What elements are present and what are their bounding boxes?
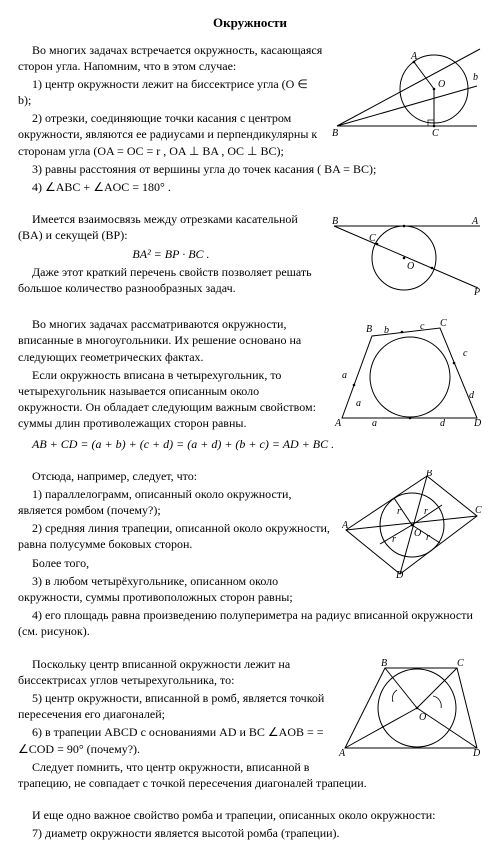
svg-text:O: O — [419, 712, 426, 723]
svg-text:d: d — [469, 390, 475, 401]
section-5: A B C D O Поскольку центр вписанной окру… — [18, 656, 482, 794]
svg-text:C: C — [457, 658, 464, 669]
svg-text:A: A — [471, 216, 479, 227]
section-6: И еще одно важное свойство ромба и трапе… — [18, 807, 482, 843]
text-4: 4) ∠ABC + ∠AOC = 180° . — [18, 179, 482, 195]
svg-text:C: C — [432, 128, 439, 139]
svg-text:a: a — [356, 398, 361, 409]
svg-text:P: P — [473, 287, 480, 298]
svg-text:O: O — [414, 528, 421, 539]
page-title: Окружности — [18, 14, 482, 32]
svg-text:B: B — [426, 470, 432, 479]
svg-text:c: c — [463, 348, 468, 359]
svg-text:C: C — [369, 233, 376, 244]
svg-text:B: B — [332, 216, 338, 227]
svg-text:A: A — [334, 418, 342, 428]
svg-text:D: D — [472, 748, 481, 758]
text-s6b: 7) диаметр окружности является высотой р… — [18, 825, 482, 841]
figure-1: A B C O b — [332, 44, 482, 139]
svg-text:r: r — [392, 534, 396, 545]
figure-3: A B C D a b c c d a d a — [332, 318, 482, 428]
text-3: 3) равны расстояния от вершины угла до т… — [18, 161, 482, 177]
svg-text:a: a — [342, 370, 347, 381]
section-3: A B C D a b c c d a d a Во многих задача… — [18, 316, 482, 454]
svg-text:B: B — [381, 658, 387, 669]
svg-text:D: D — [395, 570, 404, 580]
svg-text:r: r — [426, 532, 430, 543]
svg-text:C: C — [475, 505, 482, 516]
section-1: A B C O b Во многих задачах встречается … — [18, 42, 482, 198]
svg-text:A: A — [410, 51, 418, 62]
section-2: B A C O P Имеется взаимосвязь между отре… — [18, 211, 482, 302]
svg-text:O: O — [407, 261, 414, 272]
figure-2: B A C O P — [332, 213, 482, 298]
svg-text:a: a — [372, 418, 377, 428]
svg-text:b: b — [473, 72, 478, 83]
svg-text:B: B — [332, 128, 338, 139]
formula-2: AB + CD = (a + b) + (c + d) = (a + d) + … — [18, 436, 482, 452]
svg-text:A: A — [342, 520, 349, 531]
svg-text:B: B — [366, 324, 372, 335]
text-s4f: 4) его площадь равна произведению полупе… — [18, 607, 482, 639]
svg-text:r: r — [424, 506, 428, 517]
text-s5d: Следует помнить, что центр окружности, в… — [18, 759, 482, 791]
svg-text:O: O — [438, 79, 445, 90]
figure-4: A B C D O r r r r — [342, 470, 482, 580]
svg-text:C: C — [440, 318, 447, 329]
svg-text:A: A — [338, 748, 346, 758]
text-s6a: И еще одно важное свойство ромба и трапе… — [18, 807, 482, 823]
svg-text:r: r — [397, 506, 401, 517]
svg-text:b: b — [384, 325, 389, 336]
section-4: A B C D O r r r r Отсюда, например, след… — [18, 468, 482, 642]
svg-text:d: d — [440, 418, 446, 428]
svg-text:D: D — [473, 418, 482, 428]
svg-text:c: c — [420, 321, 425, 332]
